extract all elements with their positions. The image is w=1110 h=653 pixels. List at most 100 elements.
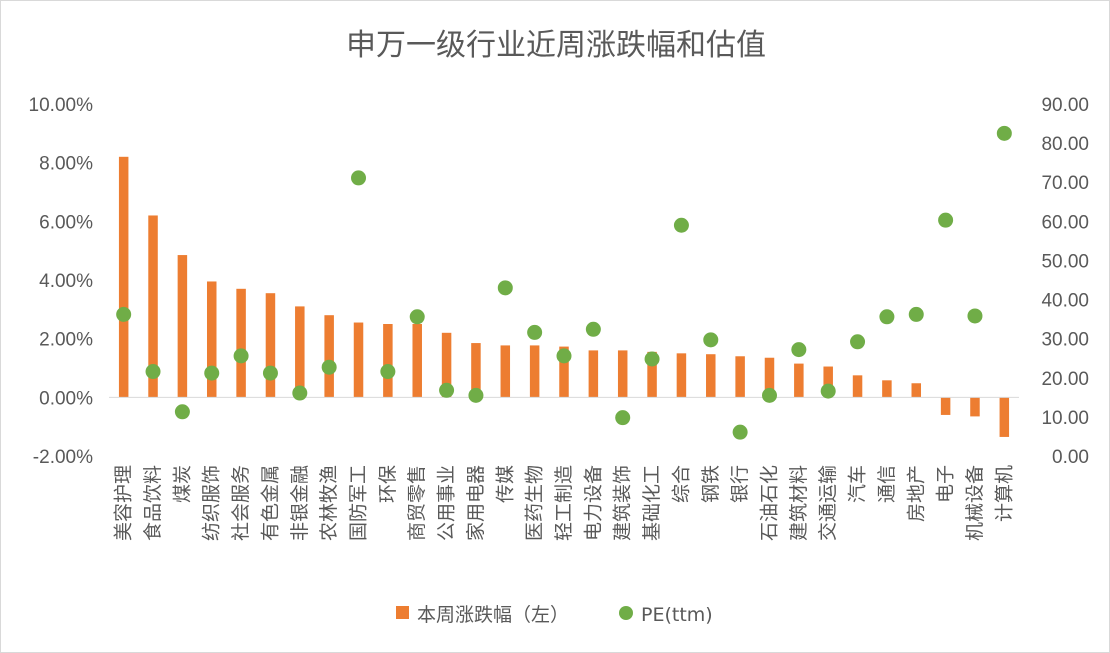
bar: [882, 380, 892, 398]
pe-point: [732, 424, 748, 440]
bar: [794, 363, 804, 398]
points-layer: [116, 125, 1012, 440]
bar: [852, 375, 863, 398]
bar: [676, 353, 687, 398]
category-label: 石油石化: [758, 465, 780, 541]
category-label: 商贸零售: [406, 465, 428, 541]
category-label: 电力设备: [582, 465, 604, 541]
pe-point: [996, 125, 1012, 141]
left-tick-label: 0.00%: [39, 388, 93, 409]
category-label: 纺织服饰: [201, 465, 223, 541]
bar: [823, 366, 833, 398]
bar: [265, 293, 276, 398]
pe-point: [321, 359, 337, 375]
category-label: 综合: [670, 465, 692, 503]
pe-point: [262, 365, 278, 381]
category-label: 公用事业: [436, 465, 458, 541]
legend-bar-swatch: [396, 606, 409, 619]
category-label: 煤炭: [171, 465, 193, 503]
category-label: 汽车: [847, 465, 869, 503]
category-label: 建筑材料: [788, 465, 810, 541]
bar: [588, 350, 599, 398]
category-label: 基础化工: [641, 465, 663, 541]
left-tick-label: 2.00%: [39, 330, 93, 351]
pe-point: [820, 383, 836, 399]
pe-point: [174, 404, 190, 420]
bar: [559, 346, 569, 398]
category-label: 社会服务: [230, 465, 252, 541]
bar: [353, 322, 364, 398]
bar: [471, 343, 481, 398]
category-label: 电子: [935, 465, 957, 503]
bar: [441, 332, 452, 398]
right-tick-label: 70.00: [1041, 173, 1089, 194]
pe-point: [380, 364, 396, 380]
category-label: 机械设备: [964, 465, 986, 541]
bar: [148, 215, 158, 398]
right-tick-label: 50.00: [1041, 251, 1089, 272]
pe-point: [938, 212, 954, 228]
category-label: 建筑装饰: [612, 465, 634, 541]
bar: [999, 397, 1010, 437]
right-tick-label: 80.00: [1041, 134, 1089, 155]
bar: [118, 156, 129, 398]
pe-point: [761, 387, 777, 403]
category-label: 农林牧渔: [318, 465, 340, 541]
pe-point: [497, 280, 513, 296]
category-label: 计算机: [993, 465, 1015, 522]
left-tick-label: 8.00%: [39, 154, 93, 175]
bar: [764, 357, 775, 398]
bar: [970, 397, 980, 417]
bar: [647, 351, 657, 398]
pe-point: [439, 382, 455, 398]
left-tick-label: 4.00%: [39, 271, 93, 292]
legend-point-label: PE(ttm): [641, 604, 713, 626]
chart-title: 申万一级行业近周涨跌幅和估值: [346, 28, 766, 63]
pe-point: [673, 217, 689, 233]
bar: [911, 383, 922, 398]
left-y-axis: -2.00% 0.00% 2.00% 4.00% 6.00% 8.00% 10.00%: [29, 95, 94, 468]
category-label: 家用电器: [465, 465, 487, 541]
bar: [500, 345, 511, 398]
pe-point: [409, 309, 425, 325]
category-label: 交通运输: [817, 465, 839, 541]
pe-point: [116, 306, 132, 322]
legend-bar-label: 本周涨跌幅（左）: [417, 604, 569, 626]
category-label: 国防军工: [348, 465, 370, 541]
pe-point: [703, 332, 719, 348]
bar: [236, 288, 246, 398]
category-label: 医药生物: [524, 465, 546, 541]
category-label: 银行: [729, 465, 751, 503]
category-label: 环保: [377, 465, 399, 503]
pe-point: [145, 364, 161, 380]
category-label: 非银金融: [289, 465, 311, 541]
bar: [383, 324, 393, 398]
pe-point: [791, 342, 807, 358]
right-y-axis: 0.00 10.00 20.00 30.00 40.00 50.00 60.00 70.00 8…: [1041, 95, 1089, 468]
category-label: 传媒: [494, 465, 516, 503]
category-label: 美容护理: [113, 465, 135, 541]
right-tick-label: 90.00: [1041, 95, 1089, 116]
bar: [206, 281, 217, 398]
category-label: 食品饮料: [142, 465, 164, 541]
pe-point: [233, 348, 249, 364]
right-tick-label: 60.00: [1041, 212, 1089, 233]
bar: [706, 354, 716, 398]
category-label: 钢铁: [700, 465, 722, 503]
left-tick-label: 6.00%: [39, 212, 93, 233]
bar: [735, 356, 745, 398]
category-label: 房地产: [905, 465, 927, 522]
right-tick-label: 20.00: [1041, 369, 1089, 390]
pe-point: [850, 334, 866, 350]
bars-layer: [118, 156, 1010, 437]
pe-point: [967, 308, 983, 324]
pe-point: [644, 351, 660, 367]
pe-point: [351, 170, 367, 186]
bar: [940, 397, 951, 415]
bar: [324, 315, 334, 398]
pe-point: [879, 309, 895, 325]
category-axis: 美容护理 食品饮料 煤炭 纺织服饰 社会服务 有色金属 非银金融 农林牧渔 国防军工 环保 商贸零售…: [113, 465, 1016, 541]
pe-point: [556, 348, 572, 364]
